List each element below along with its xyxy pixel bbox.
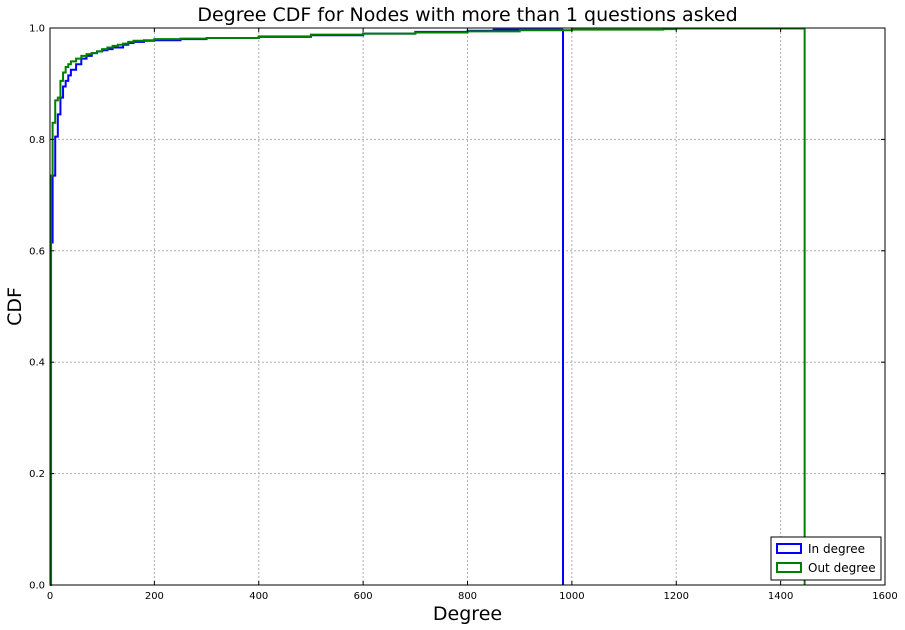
y-tick-label: 0.6 <box>29 246 45 257</box>
x-tick-label: 1200 <box>664 591 689 602</box>
legend: In degree Out degree <box>770 536 882 581</box>
legend-swatch-in-degree <box>776 543 802 554</box>
y-axis-label: CDF <box>4 287 26 326</box>
x-axis-label: Degree <box>433 603 502 625</box>
legend-label-in-degree: In degree <box>808 542 865 556</box>
legend-label-out-degree: Out degree <box>808 561 876 575</box>
y-tick-label: 0.2 <box>29 469 45 480</box>
y-tick-label: 1.0 <box>29 24 45 35</box>
x-tick-label: 400 <box>249 591 268 602</box>
x-tick-label: 1000 <box>559 591 584 602</box>
x-tick-label: 0 <box>47 591 53 602</box>
chart-title: Degree CDF for Nodes with more than 1 qu… <box>197 4 737 26</box>
legend-swatch-out-degree <box>776 562 802 573</box>
x-tick-label: 600 <box>354 591 373 602</box>
x-tick-label: 200 <box>145 591 164 602</box>
x-tick-label: 1400 <box>768 591 793 602</box>
y-tick-label: 0.4 <box>29 358 45 369</box>
y-tick-label: 0.8 <box>29 135 45 146</box>
x-tick-label: 1600 <box>872 591 897 602</box>
ticks: 0 200 400 600 800 1000 1200 1400 1600 0.0 0.2 0.4 0.… <box>29 24 898 603</box>
x-tick-label: 800 <box>458 591 477 602</box>
grid <box>50 28 885 585</box>
y-tick-label: 0.0 <box>29 581 45 592</box>
